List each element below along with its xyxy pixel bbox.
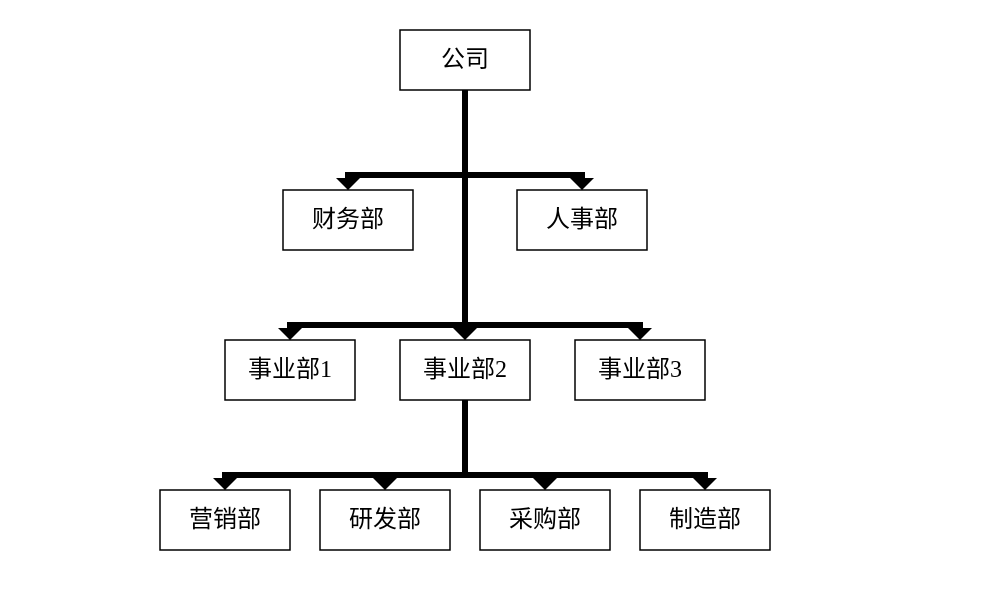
org-node-mfg: 制造部 (640, 490, 770, 550)
org-node-rd: 研发部 (320, 490, 450, 550)
org-node-div1: 事业部1 (225, 340, 355, 400)
org-node-label-mfg: 制造部 (669, 506, 741, 533)
org-node-label-root: 公司 (441, 47, 489, 73)
org-node-label-rd: 研发部 (349, 506, 421, 533)
org-node-hr: 人事部 (517, 190, 647, 250)
org-node-root: 公司 (400, 30, 530, 90)
org-node-label-div3: 事业部3 (598, 356, 682, 383)
org-node-label-div1: 事业部1 (248, 356, 332, 383)
org-node-label-sales: 营销部 (189, 506, 261, 533)
org-node-sales: 营销部 (160, 490, 290, 550)
org-node-label-proc: 采购部 (509, 506, 581, 533)
org-node-proc: 采购部 (480, 490, 610, 550)
org-node-div3: 事业部3 (575, 340, 705, 400)
org-node-div2: 事业部2 (400, 340, 530, 400)
org-node-label-hr: 人事部 (546, 206, 618, 233)
org-chart-diagram: 公司财务部 人事部事业部1 事业部2 事业部3 营销部 研发部 采购部 制造部 (0, 0, 1000, 607)
org-node-label-fin: 财务部 (312, 206, 384, 233)
org-node-label-div2: 事业部2 (423, 356, 507, 383)
org-node-fin: 财务部 (283, 190, 413, 250)
